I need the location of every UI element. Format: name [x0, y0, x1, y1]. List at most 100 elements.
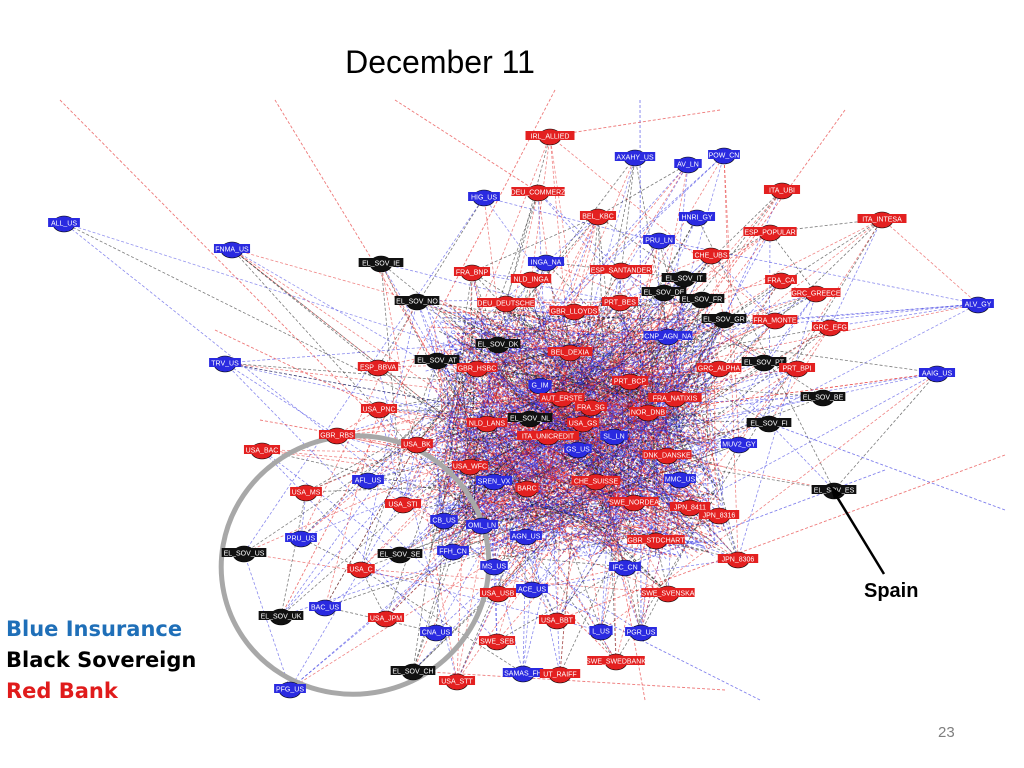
node-label-box	[510, 531, 542, 540]
node-label: GRC_ALPHA	[698, 366, 741, 373]
node-label-box	[571, 476, 621, 485]
network-node-el-sov-fi: EL_SOV_FI	[746, 415, 792, 433]
node-label: USA_WFC	[453, 464, 487, 471]
node-label-box	[752, 315, 798, 324]
network-edge	[402, 163, 689, 505]
node-label: USA_STT	[441, 679, 473, 686]
core-edge	[465, 397, 692, 475]
node-label: USA_BBT	[541, 618, 574, 625]
network-edge	[667, 189, 783, 337]
network-edge	[629, 239, 660, 382]
node-label: DNK_DANSKE	[643, 453, 691, 460]
network-edge	[378, 408, 615, 437]
node-label-box	[213, 244, 251, 253]
network-node-jpn-8411: JPN_8411	[669, 499, 711, 517]
node-label-box	[352, 475, 384, 484]
node-label-box	[517, 431, 579, 440]
core-edge	[449, 390, 516, 516]
network-edge	[624, 279, 782, 378]
core-edge	[452, 468, 682, 510]
node-label-box	[661, 273, 707, 282]
node-label-box	[627, 535, 685, 544]
core-edge	[463, 361, 661, 547]
network-edge	[573, 215, 599, 312]
core-edge	[498, 501, 515, 516]
network-nodes: IRL_ALLIED AXAHY_US AV_LN POW_CN DEU_COMMERZ…	[48, 128, 994, 699]
network-edge	[416, 300, 438, 361]
core-edge	[459, 305, 545, 347]
network-edge	[367, 479, 527, 537]
node-label: USA_STI	[388, 502, 417, 509]
core-edge	[499, 369, 701, 398]
network-edge	[412, 670, 726, 691]
network-edge	[231, 248, 626, 568]
network-node-usa-stt: USA_STT	[438, 673, 476, 691]
network-edge	[525, 535, 669, 594]
core-edge	[656, 467, 678, 549]
network-edge	[300, 452, 507, 539]
core-edge	[577, 504, 615, 534]
core-edge	[573, 535, 677, 557]
core-edge	[491, 442, 613, 520]
network-edge	[243, 363, 527, 554]
network-edge	[647, 372, 938, 413]
core-edge	[442, 303, 684, 386]
node-label: SWE_NORDEA	[609, 500, 659, 507]
core-edge	[535, 378, 714, 451]
network-edge	[545, 261, 798, 369]
core-edge	[469, 366, 507, 458]
network-node-av-ln: AV_LN	[674, 156, 702, 174]
node-label-box	[600, 431, 628, 440]
node-label-box	[579, 211, 617, 220]
node-label: HIG_US	[471, 195, 497, 202]
node-label: PRU_US	[287, 536, 316, 543]
core-edge	[471, 331, 703, 389]
core-edge	[586, 415, 649, 529]
core-edge	[514, 323, 589, 348]
core-edge	[486, 442, 724, 548]
node-label-box	[643, 235, 675, 244]
network-node-el-sov-at: EL_SOV_AT	[414, 352, 460, 370]
core-edge	[446, 352, 635, 532]
node-label: CNA_US	[422, 630, 451, 637]
node-label: EL_SOV_NO	[396, 299, 438, 306]
network-edge	[259, 419, 597, 482]
network-node-grc-alpha: GRC_ALPHA	[696, 360, 742, 378]
node-label: AFL_US	[355, 478, 382, 485]
node-label: SWE_SVENSKA	[642, 591, 695, 598]
core-edge	[503, 490, 603, 532]
node-label-box	[243, 445, 281, 454]
node-label: FFH_CN	[439, 549, 467, 556]
core-edge	[450, 421, 698, 552]
network-edge	[305, 231, 771, 493]
network-edge	[881, 218, 979, 305]
network-edge	[274, 99, 617, 662]
core-edge	[517, 302, 640, 430]
core-edge	[577, 429, 709, 470]
core-edge	[443, 343, 617, 535]
core-edge	[535, 461, 627, 548]
node-label: GBR_HSBC	[458, 366, 497, 373]
node-label: ALV_GY	[965, 302, 992, 309]
node-label-box	[547, 347, 593, 356]
core-edge	[654, 315, 661, 556]
network-node-gbr-rbs: GBR_RBS	[318, 427, 356, 445]
core-edge	[448, 445, 695, 539]
node-label-box	[539, 393, 585, 402]
core-edge	[545, 316, 583, 328]
node-label-box	[394, 296, 440, 305]
network-node-usa-usb: USA_USB	[479, 585, 517, 603]
network-node-fra-bnp: FRA_BNP	[453, 264, 491, 282]
network-node-afl-us: AFL_US	[352, 472, 384, 490]
core-edge	[447, 502, 662, 559]
core-edge	[583, 422, 660, 476]
node-label-box	[475, 339, 521, 348]
network-node-irl-allied: IRL_ALLIED	[525, 128, 575, 146]
node-label-box	[466, 520, 498, 529]
node-label: EL_SOV_US	[224, 551, 265, 558]
network-edge	[547, 372, 938, 437]
core-edge	[486, 350, 689, 370]
core-edge	[600, 301, 713, 410]
core-edge	[519, 509, 720, 527]
node-label: USA_USB	[482, 591, 515, 598]
